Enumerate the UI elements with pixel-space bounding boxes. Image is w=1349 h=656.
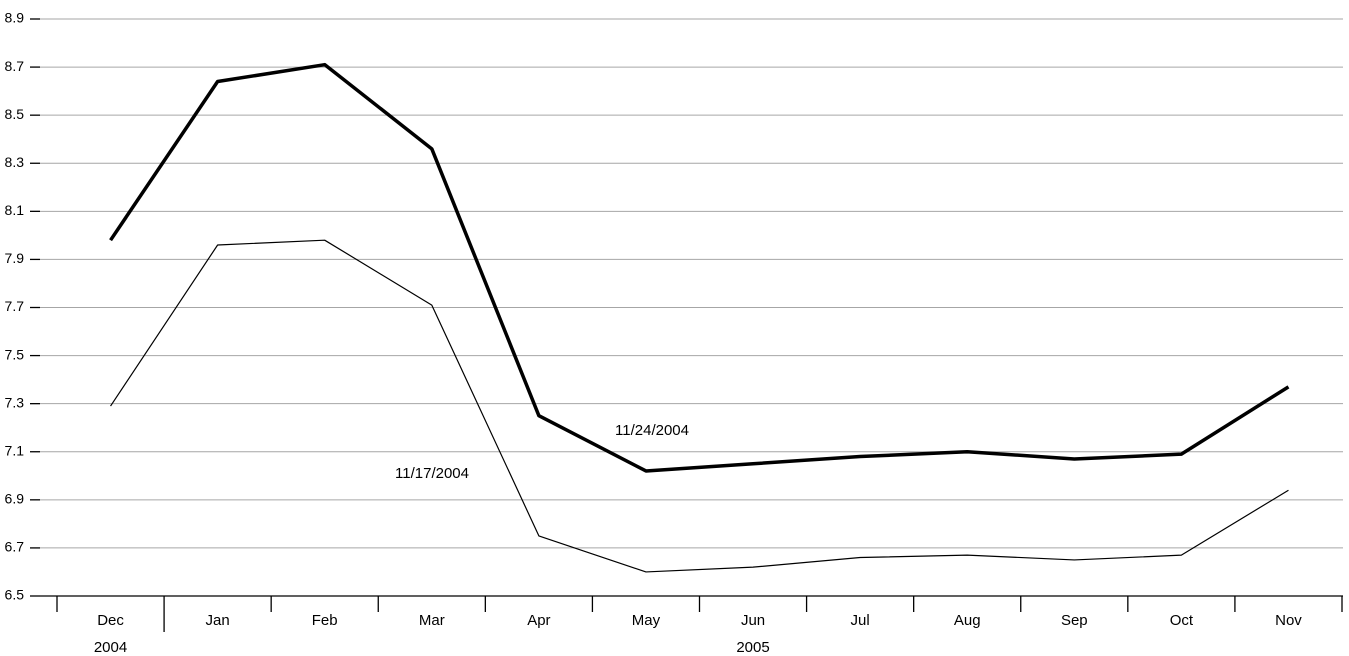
- x-tick-label: Feb: [312, 612, 338, 629]
- y-tick-label: 8.7: [5, 58, 25, 74]
- x-tick-label: Jun: [741, 612, 765, 629]
- series-label: 11/24/2004: [615, 422, 689, 439]
- x-tick-label: Dec: [97, 612, 124, 629]
- y-tick-label: 6.9: [5, 491, 25, 507]
- y-tick-label: 8.3: [5, 154, 25, 170]
- x-tick-label: Jul: [851, 612, 870, 629]
- x-tick-label: Jan: [206, 612, 230, 629]
- y-tick-label: 8.1: [5, 202, 25, 218]
- y-tick-label: 6.5: [5, 587, 25, 603]
- y-tick-label: 7.5: [5, 346, 25, 362]
- x-tick-label: May: [632, 612, 661, 629]
- y-tick-label: 7.3: [5, 394, 25, 410]
- y-tick-label: 7.9: [5, 250, 25, 266]
- x-group-label: 2005: [736, 639, 769, 656]
- y-tick-label: 7.7: [5, 298, 25, 314]
- y-tick-label: 6.7: [5, 539, 25, 555]
- y-tick-label: 8.5: [5, 106, 25, 122]
- x-group-label: 2004: [94, 639, 127, 656]
- series-label: 11/17/2004: [395, 465, 469, 482]
- x-tick-label: Nov: [1275, 612, 1302, 629]
- x-tick-label: Sep: [1061, 612, 1088, 629]
- x-tick-label: Oct: [1170, 612, 1194, 629]
- x-tick-label: Apr: [527, 612, 550, 629]
- y-tick-label: 7.1: [5, 442, 25, 458]
- y-tick-label: 8.9: [5, 10, 25, 26]
- series-line: [109, 62, 1290, 473]
- series-line: [110, 239, 1289, 573]
- x-tick-label: Aug: [954, 612, 981, 629]
- x-tick-label: Mar: [419, 612, 445, 629]
